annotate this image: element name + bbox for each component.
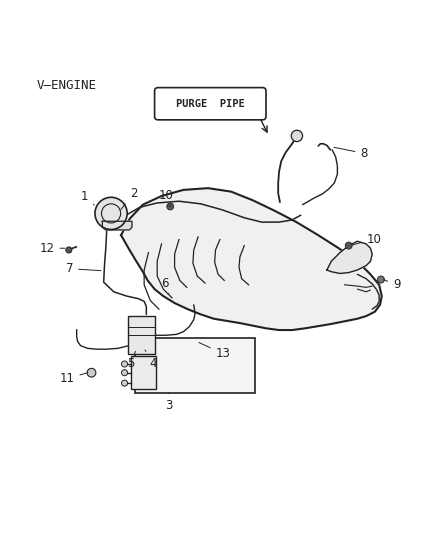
Text: 6: 6 xyxy=(161,277,169,294)
Bar xyxy=(131,356,156,389)
Circle shape xyxy=(378,276,385,283)
FancyBboxPatch shape xyxy=(155,87,266,120)
Circle shape xyxy=(66,247,72,253)
Circle shape xyxy=(121,380,127,386)
Circle shape xyxy=(121,361,127,367)
Bar xyxy=(128,316,155,354)
Text: 2: 2 xyxy=(120,187,137,210)
Circle shape xyxy=(95,197,127,230)
Text: 1: 1 xyxy=(81,190,94,205)
Text: 13: 13 xyxy=(199,343,230,360)
Circle shape xyxy=(167,203,174,210)
Text: 5: 5 xyxy=(127,351,135,369)
Text: 3: 3 xyxy=(165,393,173,412)
Text: 10: 10 xyxy=(352,232,382,246)
Text: 9: 9 xyxy=(384,278,401,291)
Text: V–ENGINE: V–ENGINE xyxy=(36,79,96,92)
Text: 12: 12 xyxy=(39,242,65,255)
Circle shape xyxy=(291,130,303,142)
Bar xyxy=(135,338,255,393)
Text: 8: 8 xyxy=(334,147,368,160)
Polygon shape xyxy=(327,241,372,273)
Text: 10: 10 xyxy=(159,189,173,206)
Polygon shape xyxy=(102,221,132,230)
Circle shape xyxy=(121,370,127,376)
Circle shape xyxy=(345,242,352,249)
Text: 11: 11 xyxy=(60,372,88,385)
Text: PURGE  PIPE: PURGE PIPE xyxy=(176,99,245,109)
Text: 7: 7 xyxy=(66,262,101,275)
Circle shape xyxy=(87,368,96,377)
Text: 4: 4 xyxy=(145,350,157,369)
Polygon shape xyxy=(121,188,382,330)
